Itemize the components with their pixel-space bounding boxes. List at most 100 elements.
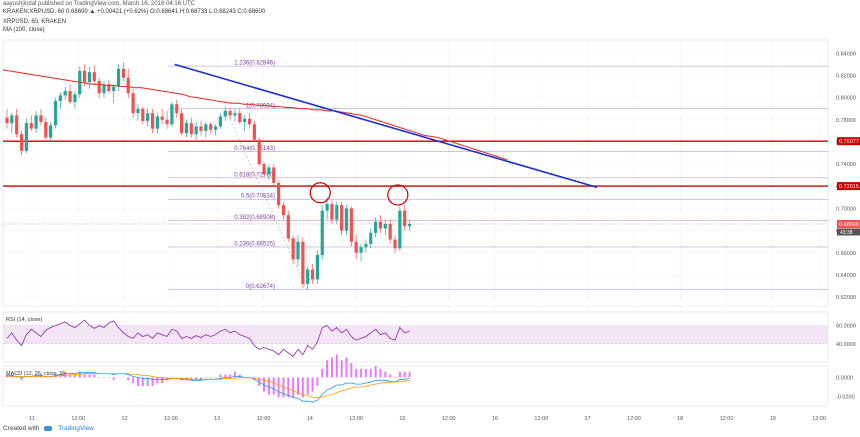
macd-histogram-bar [219,374,222,378]
y-tick-label: 0.66000 [836,251,856,257]
macd-histogram-bar [321,368,324,378]
candle-up [335,205,339,220]
macd-histogram-bar [185,377,188,381]
y-tick-label: 0.62000 [836,295,856,301]
macd-histogram-bar [59,374,62,378]
macd-histogram-bar [311,377,314,392]
macd-histogram-bar [10,374,13,378]
candle-up [218,116,222,127]
candle-up [102,84,106,94]
macd-histogram-bar [93,374,96,378]
rsi-band [3,325,828,344]
candle-up [325,204,329,211]
macd-histogram-bar [408,371,411,378]
macd-histogram-bar [355,368,358,378]
y-tick-label: 0.78000 [836,118,856,124]
rsi-line [6,319,410,358]
candle-down [354,241,358,253]
macd-histogram-bar [277,377,280,398]
candle-up [374,221,378,233]
candle-down [209,124,213,130]
macd-histogram-bar [238,374,241,378]
y-tick-label: 0.82000 [836,73,856,79]
macd-histogram-bar [6,374,8,378]
macd-histogram-bar [83,374,86,378]
candle-down [199,126,203,131]
candle-down [310,269,315,280]
x-tick-label: 16 [492,416,498,422]
level-price-badge [837,182,860,191]
candle-down [349,208,353,242]
candle-up [34,115,38,129]
macd-histogram-bar [156,377,159,384]
rsi-title: RSI (14, close) [6,317,43,323]
candle-up [58,95,62,101]
x-tick-label: 12:00 [627,416,641,422]
candle-down [228,110,232,116]
candle-up [306,269,310,284]
macd-histogram-bar [146,377,149,386]
macd-histogram-bar [180,377,183,381]
candle-down [44,122,48,138]
level-price-label: 0.72015 [839,184,859,190]
x-tick-label: 11 [29,416,35,422]
candle-up [320,210,324,256]
macd-histogram-bar [403,371,406,378]
candle-up [63,90,67,96]
macd-histogram-bar [73,374,76,378]
macd-histogram-bar [330,357,333,378]
x-tick-label: 12:00 [71,416,85,422]
macd-histogram-bar [20,377,23,381]
candle-down [83,71,87,83]
candle-down [29,123,33,129]
macd-histogram-bar [272,377,275,395]
candle-down [92,72,96,82]
candle-up [53,100,58,126]
x-tick-label: 19 [770,416,776,422]
candle-down [160,116,164,120]
macd-histogram-bar [132,377,135,384]
macd-histogram-bar [369,368,372,378]
candle-down [247,118,252,125]
x-tick-label: 12:00 [720,416,734,422]
tradingview-brand[interactable]: TradingView [58,425,94,432]
macd-signal-line [7,373,410,398]
macd-histogram-bar [151,377,154,386]
x-tick-label: 12:00 [812,416,826,422]
candle-down [291,238,295,260]
macd-histogram-bar [233,371,236,378]
candle-up [204,124,208,131]
fib-level-label: 0.764(0.75143) [234,146,275,152]
descending-trendline [174,63,598,189]
candle-up [383,223,387,229]
candle-up [136,108,140,114]
level-price-label: 0.76077 [839,139,859,145]
fib-level-label: 0(0.62674) [246,284,275,290]
candle-down [277,182,281,206]
macd-histogram-bar [306,377,309,395]
candle-up [233,113,237,116]
moving-average-line [2,69,508,161]
candle-up [184,123,189,134]
candle-up [407,223,412,227]
candle-up [359,247,363,253]
candle-up [223,110,227,117]
macd-histogram-bar [258,377,261,386]
macd-histogram-bar [292,377,295,398]
candle-down [281,205,286,216]
candle-down [121,68,125,78]
candle-down [330,204,334,220]
rsi-y-tick: 60.0000 [836,324,856,330]
candle-down [378,221,383,229]
candle-up [194,126,198,135]
x-tick-label: 14 [307,416,313,422]
fib-level-label: 0.382(0.68908) [234,215,275,221]
macd-histogram-bar [190,377,193,381]
fib-level-label: 1.236(0.82846) [234,61,275,67]
candle-up [24,123,28,151]
macd-histogram-bar [360,368,363,378]
macd-histogram-bar [161,377,164,384]
macd-histogram-bar [224,374,227,378]
macd-histogram-bar [350,363,353,378]
